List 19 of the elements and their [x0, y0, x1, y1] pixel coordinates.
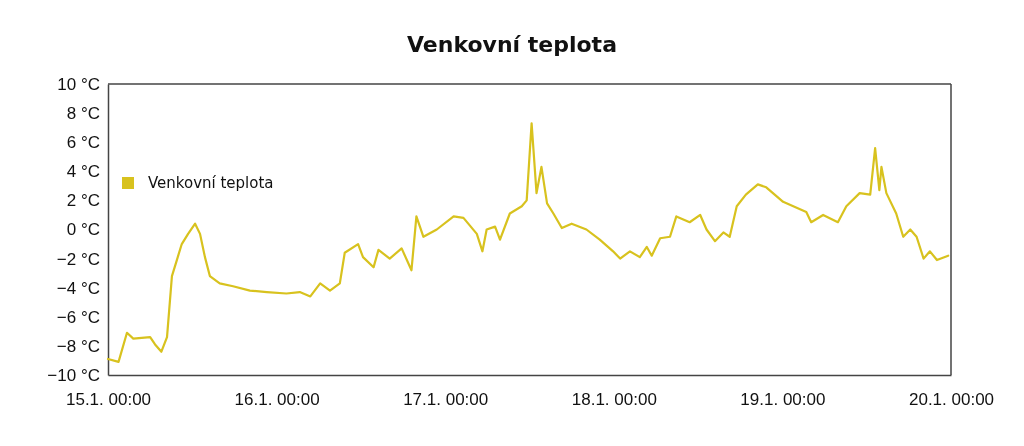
y-tick-label: 2 °C: [66, 191, 100, 211]
y-tick-label: −4 °C: [56, 278, 100, 298]
y-tick-label: 10 °C: [57, 74, 100, 94]
y-tick-label: −10 °C: [47, 365, 100, 385]
chart-title: Venkovní teplota: [407, 32, 617, 57]
x-tick-label: 18.1. 00:00: [571, 390, 657, 410]
legend-label: Venkovní teplota: [148, 174, 274, 192]
y-tick-label: −6 °C: [56, 307, 100, 327]
x-tick-label: 16.1. 00:00: [234, 390, 320, 410]
y-tick-label: −8 °C: [56, 336, 100, 356]
x-tick-label: 17.1. 00:00: [403, 390, 489, 410]
x-tick-label: 19.1. 00:00: [740, 390, 826, 410]
y-tick-label: 4 °C: [66, 162, 100, 182]
y-tick-label: −2 °C: [56, 249, 100, 269]
x-tick-label: 20.1. 00:00: [908, 390, 995, 410]
y-tick-label: 8 °C: [66, 104, 100, 124]
y-tick-label: 6 °C: [66, 133, 100, 153]
y-tick-label: 0 °C: [66, 220, 100, 240]
x-tick-label: 15.1. 00:00: [65, 390, 152, 410]
